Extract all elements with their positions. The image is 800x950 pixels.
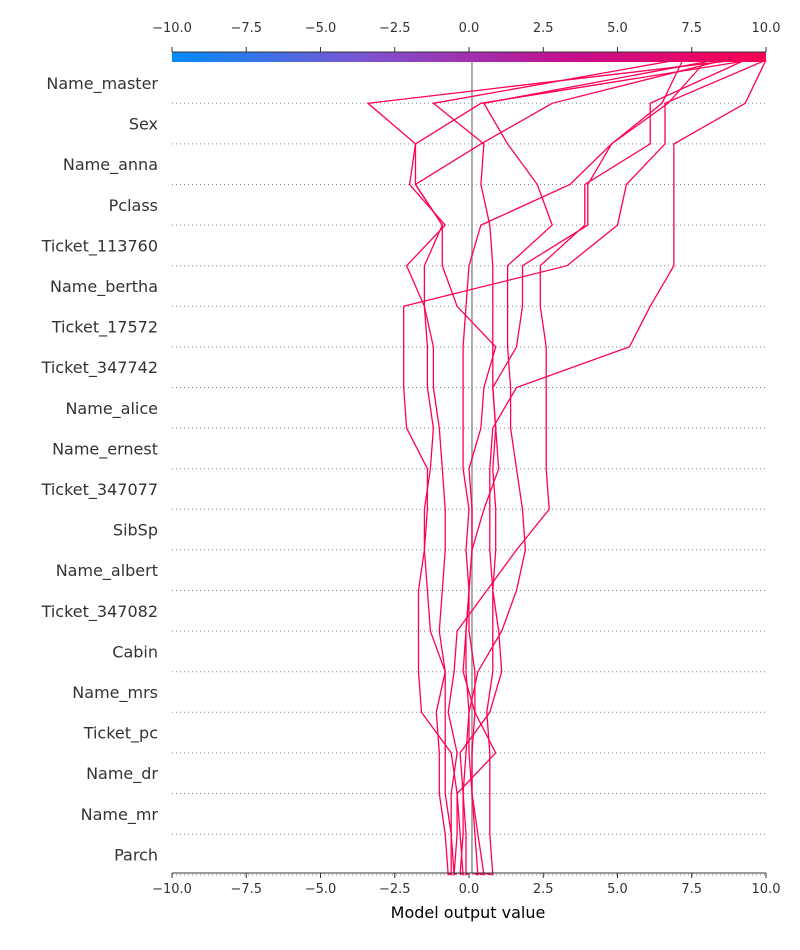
x-tick-label: −2.5 xyxy=(379,882,411,897)
feature-label: Ticket_113760 xyxy=(41,236,158,256)
feature-label: Ticket_pc xyxy=(83,724,158,744)
x-tick-label: 10.0 xyxy=(752,882,781,897)
x-tick-label: −7.5 xyxy=(230,21,262,36)
feature-label: Ticket_17572 xyxy=(51,318,158,338)
feature-label: Ticket_347077 xyxy=(41,480,158,500)
feature-label: Sex xyxy=(129,115,158,134)
x-tick-label: 2.5 xyxy=(533,21,554,36)
feature-label: Name_mrs xyxy=(72,683,158,703)
x-tick-label: 7.5 xyxy=(681,882,702,897)
colorbar xyxy=(172,52,766,62)
bottom-x-axis: −10.0 −7.5 −5.0 −2.5 0.0 2.5 5.0 7.5 10.0 xyxy=(152,872,781,897)
feature-label: Name_mr xyxy=(81,805,159,825)
x-tick-label: 0.0 xyxy=(459,21,480,36)
decision-line xyxy=(403,59,767,876)
x-tick-label: 2.5 xyxy=(533,882,554,897)
feature-label: Name_alice xyxy=(65,399,158,419)
decision-line xyxy=(462,59,716,876)
x-tick-label: −2.5 xyxy=(379,21,411,36)
decision-line xyxy=(462,59,708,876)
feature-label: SibSp xyxy=(113,521,158,540)
decision-line xyxy=(405,59,752,876)
feature-label: Cabin xyxy=(112,642,158,661)
feature-label: Ticket_347082 xyxy=(41,602,158,622)
feature-label: Name_master xyxy=(46,74,158,94)
feature-label: Name_bertha xyxy=(50,277,158,297)
x-tick-label: 10.0 xyxy=(752,21,781,36)
x-tick-label: −7.5 xyxy=(230,882,262,897)
x-tick-label: 5.0 xyxy=(607,21,628,36)
decision-line xyxy=(414,59,725,876)
feature-label: Name_anna xyxy=(63,155,158,175)
feature-label: Parch xyxy=(114,845,158,864)
top-x-axis: −10.0 −7.5 −5.0 −2.5 0.0 2.5 5.0 7.5 10.0 xyxy=(152,21,781,53)
x-axis-title: Model output value xyxy=(391,903,546,922)
x-tick-label: 5.0 xyxy=(607,882,628,897)
feature-label: Name_ernest xyxy=(52,439,158,459)
feature-label: Name_albert xyxy=(56,561,158,581)
feature-label: Name_dr xyxy=(86,764,158,784)
decision-line xyxy=(480,59,684,876)
feature-label: Ticket_347742 xyxy=(41,358,158,378)
colorbar-gradient xyxy=(172,52,766,62)
decision-lines xyxy=(366,59,767,876)
x-tick-label: −5.0 xyxy=(305,21,337,36)
x-tick-label: 0.0 xyxy=(459,882,480,897)
decision-line xyxy=(431,59,678,876)
feature-label: Pclass xyxy=(109,196,158,215)
feature-labels: Name_master Sex Name_anna Pclass Ticket_1137… xyxy=(41,74,159,864)
decision-line xyxy=(459,59,767,875)
x-tick-label: −10.0 xyxy=(152,21,192,36)
x-tick-label: −10.0 xyxy=(152,882,192,897)
x-tick-label: −5.0 xyxy=(305,882,337,897)
x-tick-label: 7.5 xyxy=(681,21,702,36)
